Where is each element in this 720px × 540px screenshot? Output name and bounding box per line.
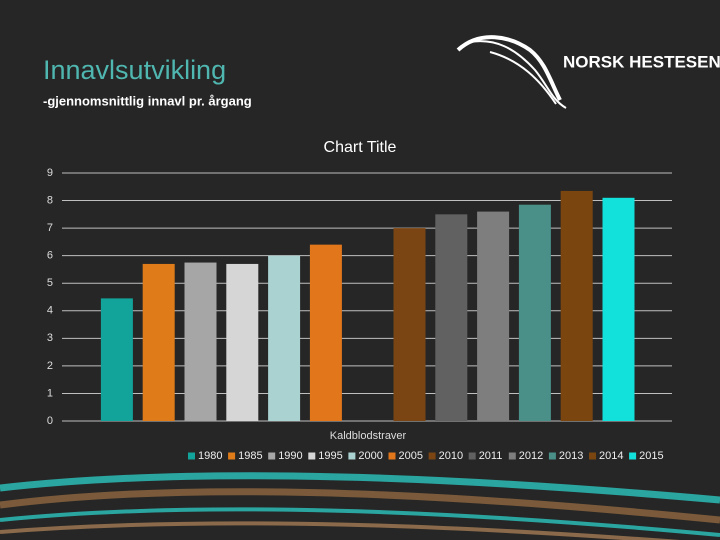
y-tick-label: 0 — [47, 415, 53, 427]
legend-swatch — [589, 452, 596, 460]
bar — [477, 211, 510, 421]
legend-label: 1980 — [198, 450, 222, 462]
y-tick-label: 8 — [47, 194, 53, 206]
legend-swatch — [188, 452, 195, 460]
legend-swatch — [228, 452, 236, 460]
legend-label: 1985 — [238, 450, 262, 462]
y-tick-label: 7 — [47, 222, 53, 234]
legend-swatch — [388, 452, 396, 460]
legend-swatch — [629, 452, 637, 460]
bar — [309, 244, 342, 421]
legend-label: 2011 — [479, 450, 503, 462]
legend-swatch — [508, 452, 516, 460]
chart-title: Chart Title — [324, 139, 397, 156]
legend-label: 2014 — [599, 450, 623, 462]
legend-swatch — [468, 452, 476, 460]
y-tick-label: 6 — [47, 250, 53, 262]
legend-label: 1995 — [318, 450, 342, 462]
legend-label: 2010 — [439, 450, 463, 462]
bar — [560, 190, 593, 421]
bar — [393, 228, 426, 421]
bar — [142, 263, 175, 421]
y-tick-label: 5 — [47, 277, 53, 289]
y-tick-label: 2 — [47, 360, 53, 372]
y-tick-label: 1 — [47, 387, 53, 399]
bar — [602, 197, 635, 421]
y-tick-label: 4 — [47, 305, 53, 317]
legend-swatch — [348, 452, 356, 460]
legend-label: 2000 — [358, 450, 382, 462]
legend-label: 2005 — [399, 450, 423, 462]
legend-swatch — [428, 452, 436, 460]
legend-swatch — [268, 452, 276, 460]
bar — [435, 214, 468, 421]
bar — [226, 263, 259, 421]
bar — [518, 204, 551, 421]
legend-label: 2013 — [559, 450, 583, 462]
slide-title: Innavlsutvikling — [43, 55, 226, 85]
x-tick-label: Kaldblodstraver — [330, 430, 407, 442]
legend-label: 1990 — [278, 450, 302, 462]
y-tick-label: 3 — [47, 332, 53, 344]
bar — [100, 298, 133, 421]
logo-mark — [456, 35, 567, 109]
bottom-swoosh — [0, 472, 720, 540]
legend-label: 2015 — [639, 450, 663, 462]
bar — [184, 262, 217, 421]
legend-swatch — [308, 452, 316, 460]
logo-text: NORSK HESTESENTER — [563, 52, 720, 71]
bar — [268, 255, 301, 421]
slide-subtitle: -gjennomsnittlig innavl pr. årgang — [43, 93, 252, 108]
legend-swatch — [548, 452, 556, 460]
legend-label: 2012 — [519, 450, 543, 462]
y-tick-label: 9 — [47, 167, 53, 179]
